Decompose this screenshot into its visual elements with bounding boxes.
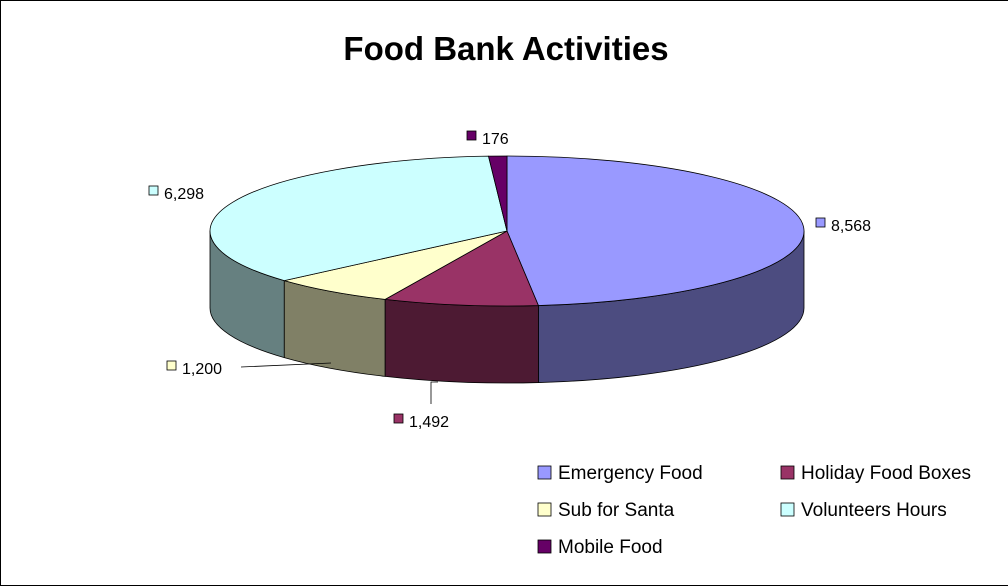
legend-swatch (537, 465, 552, 480)
slice-side-holiday-food-boxes (384, 299, 539, 384)
legend-swatch (780, 502, 795, 517)
pie-sides (209, 230, 805, 384)
data-label-sub-for-santa: 1,200 (166, 360, 332, 378)
legend-label: Holiday Food Boxes (801, 463, 971, 484)
chart-title: Food Bank Activities (343, 30, 668, 67)
legend: Emergency Food Holiday Food Boxes Sub for … (537, 463, 971, 558)
legend-swatch (537, 539, 552, 554)
label-swatch (393, 413, 404, 424)
data-label-value: 1,492 (409, 414, 449, 431)
slice-holiday-food-boxes (384, 230, 539, 307)
pie-tops (209, 155, 805, 307)
pie-slices (209, 155, 805, 384)
slice-volunteers-hours (209, 155, 508, 282)
data-labels: 8,568 1,492 1,200 6,298 176 (148, 130, 871, 431)
data-label-emergency-food: 8,568 (815, 217, 871, 235)
legend-swatch (780, 465, 795, 480)
data-label-volunteers-hours: 6,298 (148, 185, 204, 203)
leader-line (430, 381, 438, 404)
legend-item-mobile-food: Mobile Food (537, 537, 663, 558)
data-label-value: 176 (482, 131, 509, 148)
data-label-value: 8,568 (831, 218, 871, 235)
legend-label: Emergency Food (558, 463, 703, 484)
legend-item-volunteers-hours: Volunteers Hours (780, 500, 947, 521)
legend-item-emergency-food: Emergency Food (537, 463, 703, 484)
slice-sub-for-santa (283, 230, 508, 300)
legend-item-sub-for-santa: Sub for Santa (537, 500, 675, 521)
legend-label: Volunteers Hours (801, 500, 947, 521)
legend-label: Mobile Food (558, 537, 663, 558)
label-swatch (166, 360, 177, 371)
legend-swatch (537, 502, 552, 517)
legend-item-holiday-food-boxes: Holiday Food Boxes (780, 463, 971, 484)
label-swatch (148, 185, 159, 196)
data-label-mobile-food: 176 (466, 130, 509, 148)
label-swatch (815, 217, 826, 228)
slice-emergency-food (506, 155, 805, 306)
label-swatch (466, 130, 477, 141)
legend-label: Sub for Santa (558, 500, 675, 521)
leader-line (240, 362, 332, 368)
data-label-holiday-food-boxes: 1,492 (393, 381, 449, 431)
data-label-value: 1,200 (182, 361, 222, 378)
slice-mobile-food (488, 155, 508, 232)
data-label-value: 6,298 (164, 186, 204, 203)
